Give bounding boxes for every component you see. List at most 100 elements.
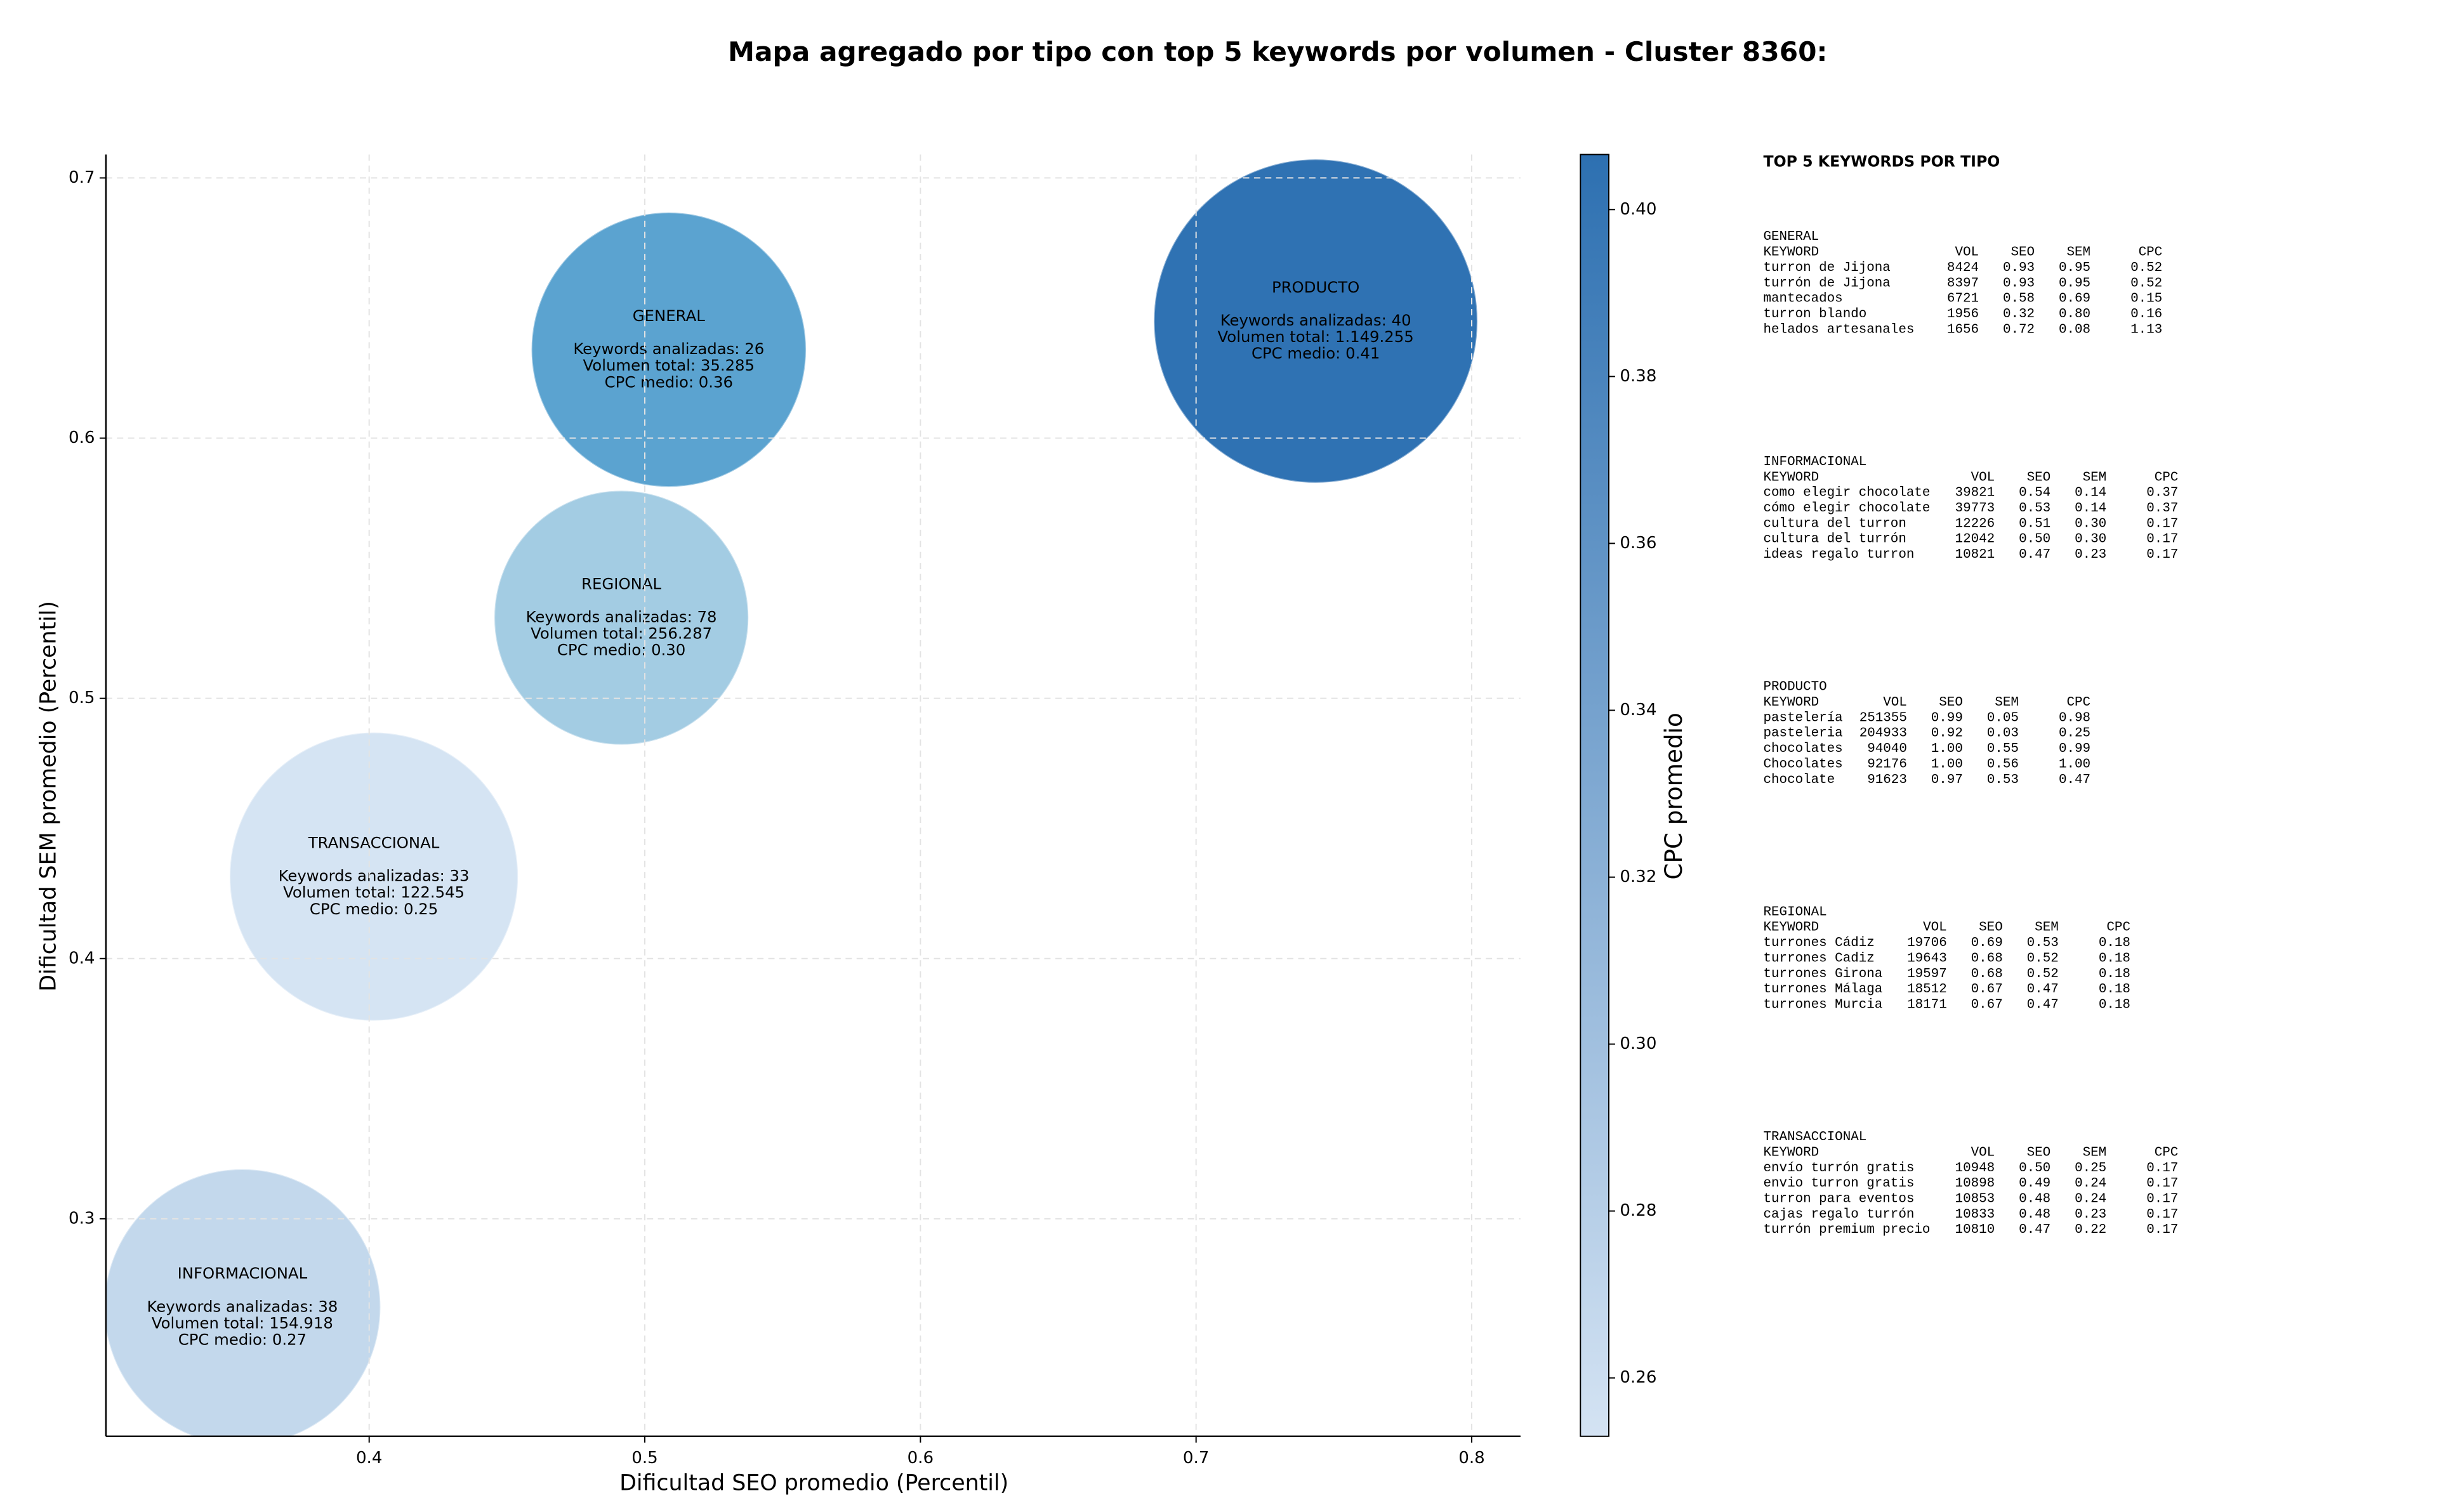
x-tick-label: 0.6 <box>908 1449 934 1468</box>
bubble-label: INFORMACIONAL <box>178 1264 308 1282</box>
panel-title: TOP 5 KEYWORDS POR TIPO <box>1764 152 2000 170</box>
y-tick-label: 0.6 <box>69 428 95 447</box>
table-cell: 8397 <box>1947 276 1979 291</box>
table-cell: 0.47 <box>2027 998 2059 1013</box>
table-cell: 0.93 <box>2003 276 2035 291</box>
table-keyword: turron de Jijona <box>1764 261 1891 275</box>
table-cell: SEO <box>2027 470 2051 485</box>
table-keyword: cultura del turron <box>1764 516 1906 531</box>
table-keyword: cómo elegir chocolate <box>1764 501 1931 516</box>
table-cell: SEM <box>2083 1145 2107 1160</box>
table-keyword: mantecados <box>1764 292 1843 306</box>
table-cell: 251355 <box>1859 711 1907 725</box>
bubble-label: REGIONAL <box>581 574 661 593</box>
table-cell: 18512 <box>1907 982 1947 997</box>
table-cell: 0.37 <box>2146 486 2178 501</box>
table-cell: 1656 <box>1947 322 1979 337</box>
bubble <box>229 732 518 1021</box>
colorbar-tick-label: 0.38 <box>1620 367 1656 386</box>
table-cell: 0.93 <box>2003 261 2035 275</box>
table-keyword: KEYWORD <box>1764 1145 1819 1160</box>
table-cell: 1956 <box>1947 307 1979 322</box>
table-keyword: chocolate <box>1764 773 1835 787</box>
table-cell: 0.55 <box>1987 742 2019 756</box>
table-cell: SEO <box>2027 1145 2051 1160</box>
table-cell: 0.24 <box>2075 1192 2106 1207</box>
group-title: GENERAL <box>1764 230 1819 244</box>
table-cell: 0.17 <box>2146 548 2178 562</box>
table-cell: 10853 <box>1955 1192 1995 1207</box>
table-keyword: turrones Girona <box>1764 967 1883 982</box>
x-tick-label: 0.7 <box>1183 1449 1209 1468</box>
table-keyword: turrón premium precio <box>1764 1223 1931 1237</box>
table-cell: 0.72 <box>2003 322 2035 337</box>
table-cell: 10821 <box>1955 548 1995 562</box>
table-cell: 0.80 <box>2059 307 2090 322</box>
bubble-label: CPC medio: 0.36 <box>605 372 733 391</box>
table-keyword: pastelería <box>1764 711 1843 725</box>
x-axis-label: Dificultad SEO promedio (Percentil) <box>619 1470 1008 1496</box>
table-cell: 0.17 <box>2146 1207 2178 1222</box>
colorbar-tick-label: 0.36 <box>1620 534 1656 553</box>
table-cell: CPC <box>2155 470 2179 485</box>
table-cell: 0.17 <box>2146 532 2178 547</box>
table-cell: 0.47 <box>2027 982 2059 997</box>
table-cell: 0.95 <box>2059 261 2090 275</box>
bubble-label: PRODUCTO <box>1272 278 1359 296</box>
table-cell: 0.47 <box>2019 548 2051 562</box>
table-cell: 0.58 <box>2003 292 2035 306</box>
table-cell: 0.05 <box>1987 711 2019 725</box>
y-tick-label: 0.4 <box>69 949 95 968</box>
table-cell: 0.14 <box>2075 486 2106 501</box>
table-cell: 0.97 <box>1931 773 1963 787</box>
table-cell: 0.18 <box>2099 998 2130 1013</box>
bubble-label: Keywords analizadas: 78 <box>526 608 717 626</box>
table-cell: 1.00 <box>1931 757 1963 772</box>
table-keyword: pasteleria <box>1764 726 1843 741</box>
table-keyword: KEYWORD <box>1764 246 1819 260</box>
table-keyword: turrones Cádiz <box>1764 936 1875 950</box>
table-keyword: Chocolates <box>1764 757 1843 772</box>
table-cell: 0.17 <box>2146 1192 2178 1207</box>
table-cell: 0.53 <box>2019 501 2051 516</box>
table-cell: 0.30 <box>2075 516 2106 531</box>
bubble-label: Keywords analizadas: 26 <box>573 339 764 358</box>
table-cell: SEO <box>1939 695 1963 710</box>
table-cell: 19706 <box>1907 936 1947 950</box>
table-cell: CPC <box>2139 246 2163 260</box>
table-keyword: KEYWORD <box>1764 695 1819 710</box>
y-tick-label: 0.7 <box>69 168 95 187</box>
table-cell: 0.23 <box>2075 1207 2106 1222</box>
table-cell: 0.24 <box>2075 1176 2106 1191</box>
bubble <box>105 1169 381 1436</box>
table-cell: 0.99 <box>2059 742 2090 756</box>
table-cell: 0.17 <box>2146 1176 2178 1191</box>
table-cell: 92176 <box>1867 757 1907 772</box>
bubble-label: CPC medio: 0.27 <box>178 1330 307 1348</box>
table-cell: 0.18 <box>2099 951 2130 966</box>
table-cell: 0.50 <box>2019 1161 2051 1176</box>
table-cell: SEO <box>1979 921 2003 935</box>
table-cell: 6721 <box>1947 292 1979 306</box>
bubble <box>494 490 749 745</box>
bubble <box>531 212 807 487</box>
table-keyword: KEYWORD <box>1764 470 1819 485</box>
bubble-label: Volumen total: 122.545 <box>283 883 465 902</box>
table-cell: SEM <box>2066 246 2090 260</box>
table-cell: 0.18 <box>2099 967 2130 982</box>
table-cell: 0.69 <box>2059 292 2090 306</box>
table-cell: CPC <box>2106 921 2130 935</box>
table-cell: 10810 <box>1955 1223 1995 1237</box>
table-cell: 19597 <box>1907 967 1947 982</box>
table-cell: VOL <box>1923 921 1947 935</box>
table-cell: 0.52 <box>2130 261 2162 275</box>
table-cell: 39773 <box>1955 501 1995 516</box>
table-cell: 0.15 <box>2130 292 2162 306</box>
bubble-label: CPC medio: 0.30 <box>557 641 685 659</box>
table-cell: 0.22 <box>2075 1223 2106 1237</box>
x-tick-label: 0.4 <box>356 1449 382 1468</box>
table-keyword: envio turron gratis <box>1764 1176 1915 1191</box>
table-keyword: helados artesanales <box>1764 322 1915 337</box>
table-cell: 0.69 <box>1971 936 2003 950</box>
